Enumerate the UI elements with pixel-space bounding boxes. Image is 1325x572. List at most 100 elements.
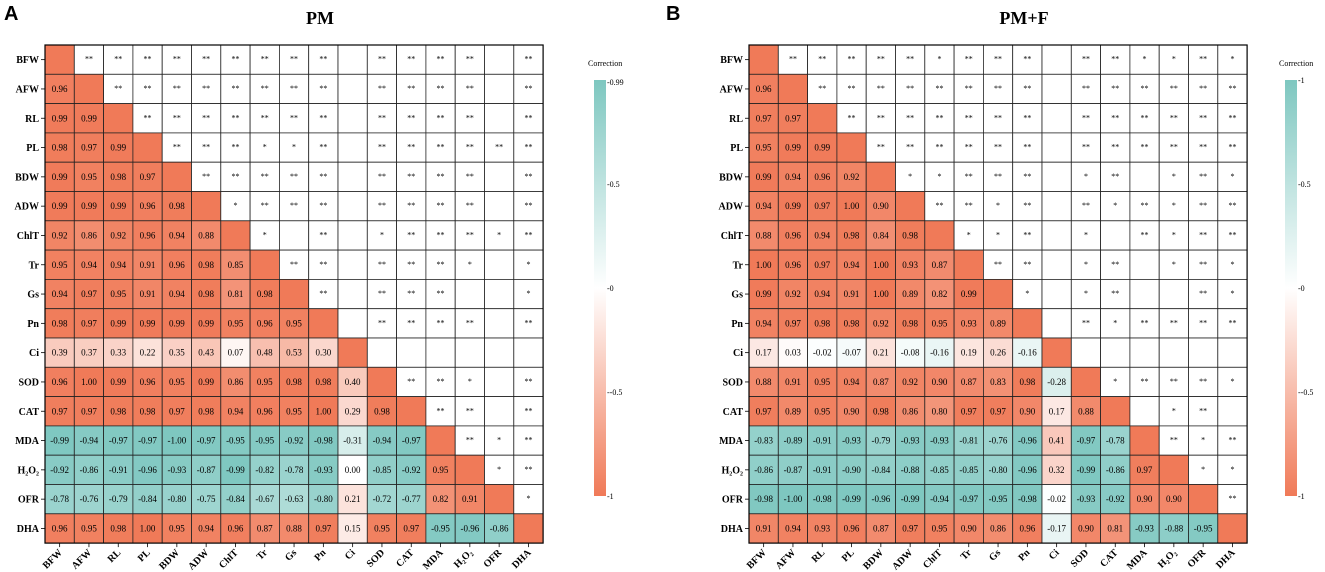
value-label: 0.87: [873, 377, 889, 387]
heatmap-cell-tr-tr: [249, 249, 280, 280]
heatmap-cell-pn-h2o2: [454, 308, 485, 339]
heatmap-cell-mda-rl: [807, 425, 838, 456]
heatmap-cell-pl-pn: [308, 132, 339, 163]
value-label: 0.92: [785, 289, 801, 299]
significance-mark: **: [1228, 143, 1236, 152]
heatmap-cell-sod-bfw: [44, 366, 75, 397]
row-label-gs: Gs: [731, 290, 743, 301]
value-label: 0.98: [169, 201, 185, 211]
value-label: 0.98: [110, 523, 126, 533]
heatmap-cell-gs-cat: [396, 278, 427, 310]
heatmap-cell-chlt-pl: [132, 220, 163, 251]
heatmap-cell-dha-afw: [73, 513, 105, 544]
value-label: 0.99: [198, 318, 214, 328]
heatmap-cell-mda-adw: [895, 425, 926, 456]
heatmap-cell-ci-pn: [308, 337, 339, 368]
significance-mark: *: [263, 230, 267, 239]
value-label: 0.96: [844, 523, 860, 533]
value-label: 0.98: [140, 406, 156, 416]
heatmap-cell-pl-ofr: [484, 132, 515, 163]
heatmap-cell-dha-pl: [132, 513, 163, 544]
value-label: -0.98: [1018, 494, 1037, 504]
heatmap-cell-sod-sod: [1070, 366, 1102, 397]
heatmap-cell-mda-ci: [337, 425, 368, 456]
value-label: 0.85: [228, 260, 244, 270]
value-label: 0.97: [140, 172, 156, 182]
significance-mark: *: [1172, 230, 1176, 239]
value-label: 0.97: [902, 523, 918, 533]
value-label: 0.98: [110, 406, 126, 416]
value-label: 0.97: [81, 143, 97, 153]
heatmap-cell-cat-ofr: [1188, 396, 1219, 427]
value-label: -0.84: [871, 465, 890, 475]
significance-mark: **: [994, 55, 1002, 64]
significance-mark: **: [1082, 113, 1090, 122]
value-label: -0.80: [989, 465, 1008, 475]
heatmap-cell-cat-pn: [1012, 396, 1043, 427]
heatmap-cell-dha-chlt: [924, 513, 955, 544]
significance-mark: **: [319, 84, 327, 93]
heatmap-cell-ci-chlt: [220, 337, 251, 368]
value-label: 0.37: [81, 348, 97, 358]
heatmap-cell-cat-bfw: [748, 396, 779, 427]
value-label: 0.90: [1019, 406, 1035, 416]
value-label: -0.93: [314, 465, 333, 475]
heatmap-cell-pn-bdw: [161, 308, 192, 339]
value-label: -0.99: [226, 465, 245, 475]
heatmap-cell-chlt-dha: [1217, 220, 1248, 251]
significance-mark: *: [996, 230, 1000, 239]
heatmap-cell-dha-adw: [191, 513, 222, 544]
value-label: -0.93: [1077, 494, 1096, 504]
significance-mark: **: [1111, 289, 1119, 298]
heatmap-cell-h2o2-ofr: [1188, 454, 1219, 485]
heatmap-cell-adw-pl: [132, 191, 163, 222]
heatmap-cell-adw-afw: [73, 191, 105, 222]
heatmap-cell-ci-gs: [278, 337, 310, 368]
value-label: 0.99: [52, 172, 68, 182]
heatmap-cell-rl-chlt: [924, 103, 955, 134]
heatmap-cell-sod-adw: [191, 366, 222, 397]
heatmap-cell-gs-cat: [1100, 278, 1131, 310]
heatmap-cell-adw-adw: [895, 191, 926, 222]
significance-mark: **: [906, 113, 914, 122]
value-label: -0.80: [167, 494, 186, 504]
heatmap-cell-bdw-ci: [337, 161, 368, 192]
row-label-bfw: BFW: [16, 55, 39, 66]
value-label: 0.94: [785, 172, 801, 182]
heatmap-cell-ci-bfw: [748, 337, 779, 368]
heatmap-cell-tr-gs: [278, 249, 310, 280]
significance-mark: *: [1172, 260, 1176, 269]
significance-mark: **: [1228, 230, 1236, 239]
value-label: 0.99: [110, 201, 126, 211]
value-label: 0.96: [140, 201, 156, 211]
heatmap-cell-adw-bfw: [44, 191, 75, 222]
value-label: 0.97: [169, 406, 185, 416]
heatmap-cell-pn-tr: [249, 308, 280, 339]
heatmap-cell-tr-rl: [103, 249, 134, 280]
value-label: 0.96: [169, 260, 185, 270]
heatmap-cell-ci-dha: [1217, 337, 1248, 368]
heatmap-cell-ci-cat: [396, 337, 427, 368]
significance-mark: **: [1082, 84, 1090, 93]
value-label: 0.98: [902, 318, 918, 328]
value-label: 0.94: [814, 289, 830, 299]
heatmap-cell-rl-pn: [308, 103, 339, 134]
value-label: -0.97: [402, 436, 421, 446]
value-label: -0.95: [431, 523, 450, 533]
col-label-h2o2: H₂O₂: [452, 547, 475, 570]
value-label: -0.91: [813, 436, 832, 446]
heatmap-cell-tr-ci: [337, 249, 368, 280]
value-label: 0.87: [257, 523, 273, 533]
heatmap-cell-rl-pl: [132, 103, 163, 134]
value-label: 0.99: [785, 143, 801, 153]
heatmap-cell-adw-rl: [103, 191, 134, 222]
heatmap-cell-pl-adw: [191, 132, 222, 163]
col-label-pl: PL: [136, 547, 153, 564]
value-label: -0.76: [80, 494, 99, 504]
heatmap-cell-tr-ofr: [1188, 249, 1219, 280]
heatmap-cell-ci-adw: [895, 337, 926, 368]
significance-mark: **: [437, 406, 445, 415]
heatmap-cell-h2o2-adw: [191, 454, 222, 485]
col-label-gs: Gs: [987, 547, 1003, 563]
heatmap-cell-gs-rl: [103, 278, 134, 310]
